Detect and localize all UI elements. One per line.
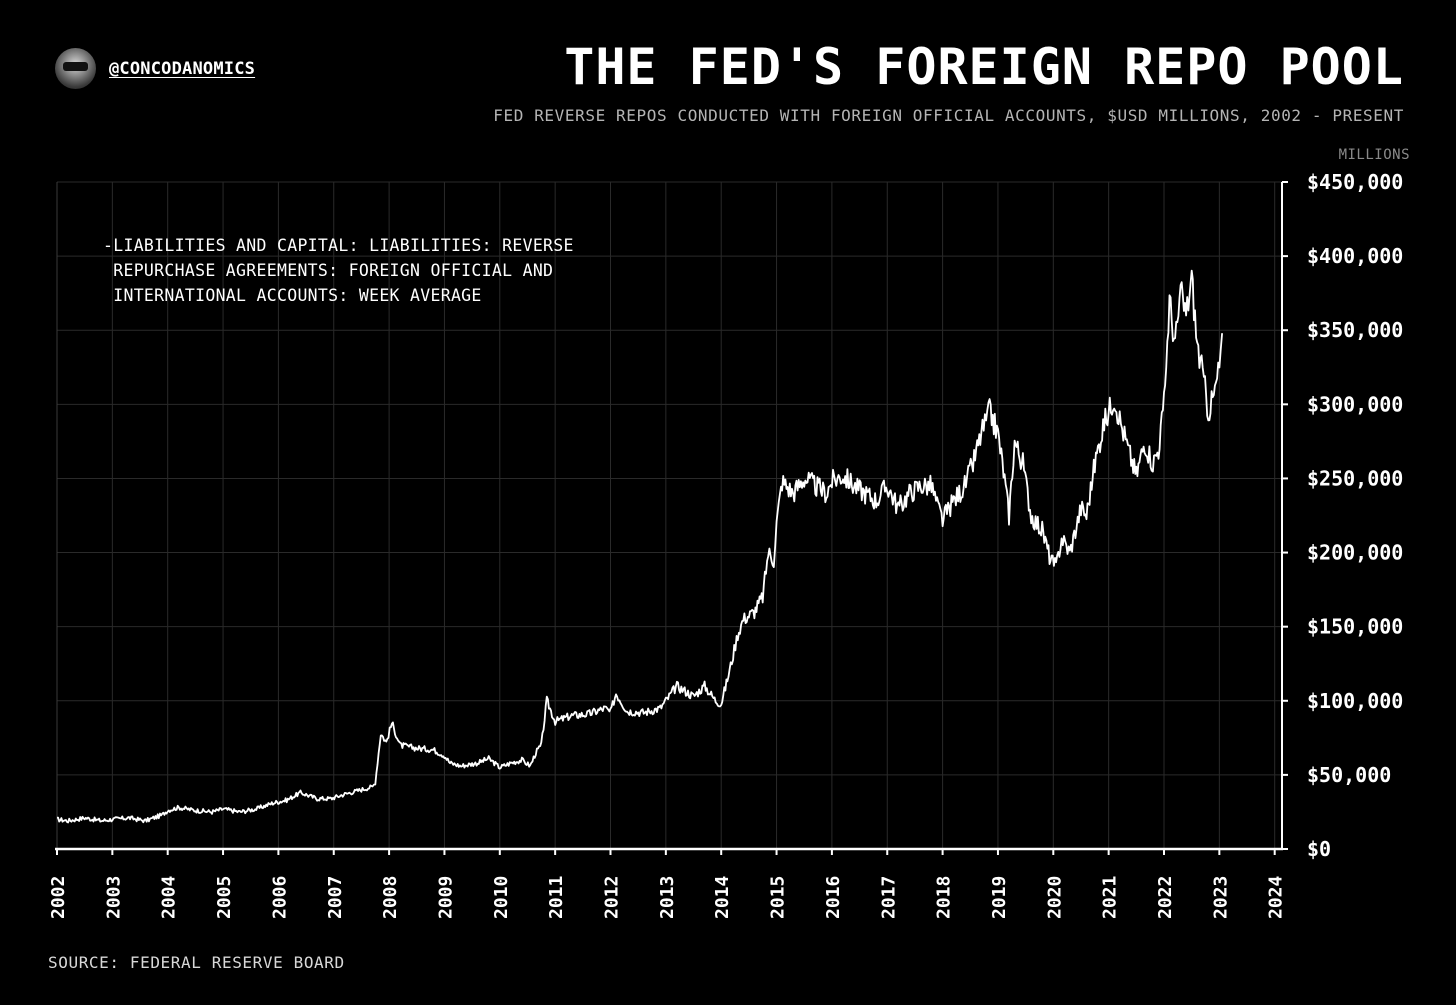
- x-tick-label: 2023: [1210, 876, 1231, 919]
- x-tick-label: 2018: [934, 876, 955, 919]
- legend-line: -LIABILITIES AND CAPITAL: LIABILITIES: R…: [103, 236, 574, 255]
- x-tick-label: 2005: [214, 876, 235, 919]
- x-tick-label: 2016: [823, 876, 844, 919]
- brand-handle: @CONCODANOMICS: [55, 48, 255, 89]
- avatar: [55, 48, 96, 89]
- x-tick-label: 2024: [1266, 875, 1287, 919]
- x-tick-label: 2022: [1155, 876, 1176, 919]
- chart-grid: [56, 181, 1282, 849]
- legend-line: REPURCHASE AGREEMENTS: FOREIGN OFFICIAL …: [103, 261, 553, 280]
- x-tick-label: 2014: [712, 875, 733, 919]
- x-tick-label: 2010: [491, 876, 512, 919]
- y-tick-label: $100,000: [1307, 689, 1403, 713]
- x-tick-label: 2004: [159, 875, 180, 919]
- y-tick-label: $150,000: [1307, 615, 1403, 639]
- chart-title: THE FED'S FOREIGN REPO POOL: [564, 38, 1404, 96]
- x-tick-label: 2012: [602, 876, 623, 919]
- x-tick-label: 2003: [103, 876, 124, 919]
- chart-legend: -LIABILITIES AND CAPITAL: LIABILITIES: R…: [103, 236, 574, 305]
- x-tick-label: 2021: [1100, 876, 1121, 919]
- x-tick-label: 2006: [269, 876, 290, 919]
- y-axis-units: MILLIONS: [1338, 147, 1410, 163]
- y-tick-label: $250,000: [1307, 466, 1403, 490]
- x-tick-label: 2002: [48, 876, 69, 919]
- x-axis-ticks: 2002 2003 2004 2005 2006 2007 2008 2009 2010 2011…: [48, 875, 1287, 919]
- chart-axes: [55, 181, 1288, 855]
- chart-subtitle: FED REVERSE REPOS CONDUCTED WITH FOREIGN…: [493, 106, 1404, 125]
- x-tick-label: 2007: [325, 876, 346, 919]
- x-tick-label: 2011: [546, 876, 567, 919]
- x-tick-label: 2009: [435, 876, 456, 919]
- y-axis-ticks: $0 $50,000 $100,000 $150,000 $200,000 $250,00…: [1307, 170, 1403, 861]
- series-line: [57, 269, 1223, 824]
- y-tick-label: $350,000: [1307, 318, 1403, 342]
- y-tick-label: $400,000: [1307, 244, 1403, 268]
- series-group: [57, 269, 1223, 824]
- x-tick-label: 2015: [768, 876, 789, 919]
- y-tick-label: $200,000: [1307, 541, 1403, 565]
- handle-link[interactable]: @CONCODANOMICS: [109, 58, 256, 79]
- x-tick-label: 2017: [878, 876, 899, 919]
- y-tick-label: $50,000: [1307, 763, 1391, 787]
- x-tick-label: 2020: [1044, 876, 1065, 919]
- y-tick-label: $0: [1307, 837, 1331, 861]
- x-tick-label: 2008: [380, 876, 401, 919]
- legend-line: INTERNATIONAL ACCOUNTS: WEEK AVERAGE: [103, 286, 482, 305]
- y-tick-label: $300,000: [1307, 392, 1403, 416]
- y-tick-label: $450,000: [1307, 170, 1403, 194]
- source-note: SOURCE: FEDERAL RESERVE BOARD: [48, 953, 345, 972]
- x-tick-label: 2013: [657, 876, 678, 919]
- x-tick-label: 2019: [989, 876, 1010, 919]
